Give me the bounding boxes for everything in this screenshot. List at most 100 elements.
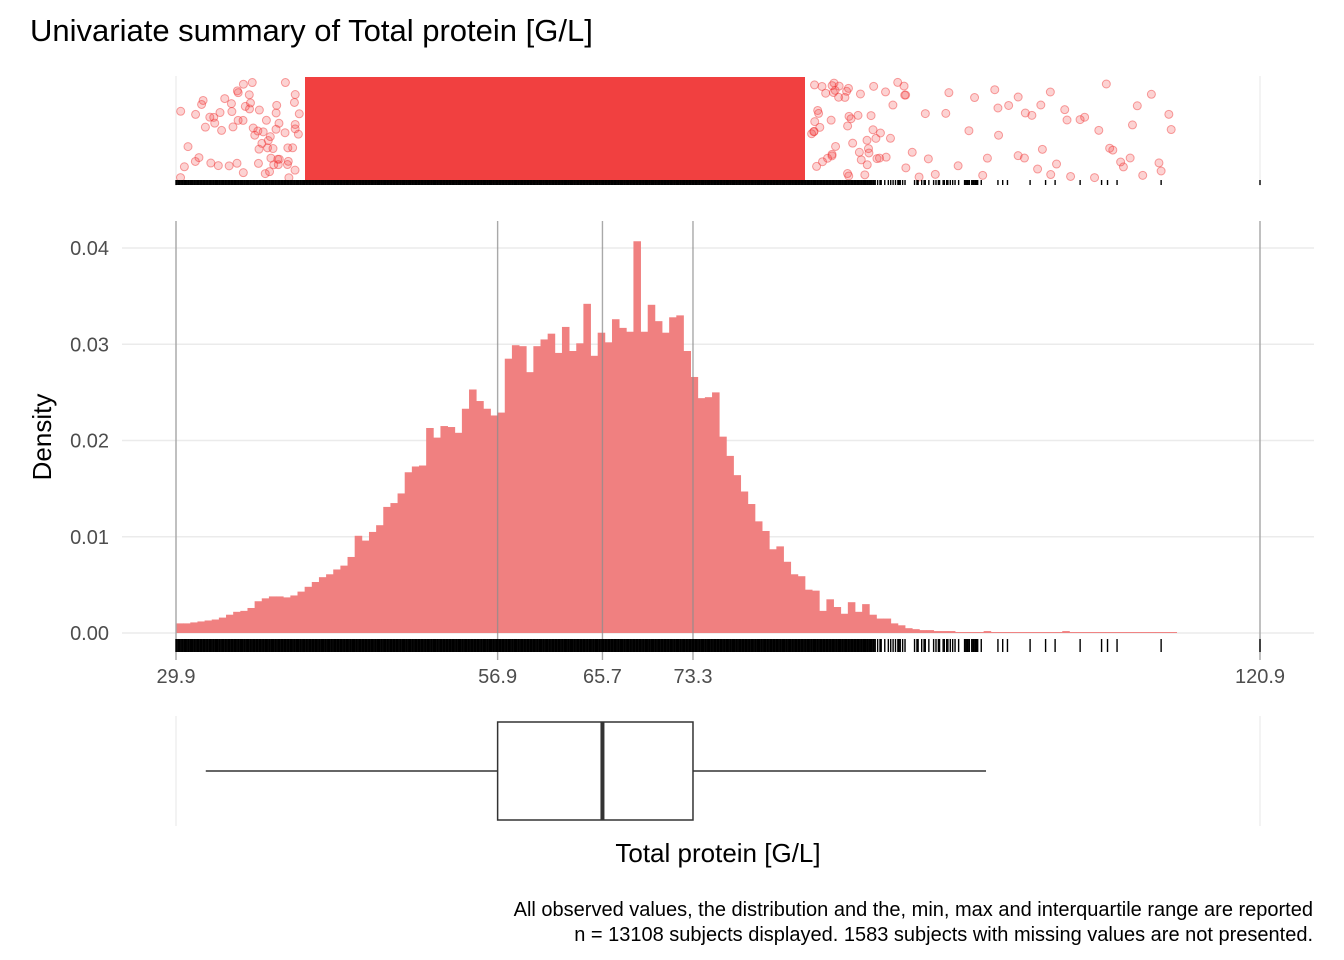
- jitter-point: [245, 104, 255, 114]
- jitter-point: [1013, 151, 1023, 161]
- histogram-bar: [204, 620, 213, 633]
- histogram-bar: [1169, 632, 1178, 633]
- jitter-point: [1062, 115, 1072, 125]
- histogram-bar: [268, 596, 277, 633]
- jitter-point: [993, 103, 1003, 113]
- histogram-bar: [354, 535, 363, 633]
- histogram-bar: [933, 631, 942, 633]
- histogram-bar: [669, 317, 677, 633]
- jitter-point: [1166, 125, 1176, 135]
- histogram-bar: [869, 614, 877, 633]
- jitter-point: [274, 154, 284, 164]
- jitter-point: [1019, 153, 1029, 163]
- histogram-bar: [990, 632, 999, 633]
- histogram-bar: [890, 623, 899, 633]
- y-tick-labels: 0.00 0.01 0.02 0.03 0.04: [70, 238, 109, 645]
- jitter-point: [1060, 105, 1070, 115]
- jitter-point: [854, 147, 864, 157]
- jitter-point: [250, 130, 260, 140]
- jitter-point: [1101, 79, 1111, 89]
- jitter-point: [263, 143, 273, 153]
- jitter-point: [254, 144, 264, 154]
- histogram-rug: [175, 639, 1261, 652]
- histogram-bar: [261, 598, 270, 633]
- histogram-panel: 0.00 0.01 0.02 0.03 0.04 29.9 56.9 65.7 73.3 120…: [27, 221, 1314, 688]
- jitter-point: [1138, 170, 1148, 180]
- histogram-bar: [833, 607, 842, 633]
- histogram-bar: [326, 574, 334, 633]
- histogram-bar: [1069, 632, 1077, 633]
- jitter-point: [197, 99, 207, 109]
- histogram-bar: [1112, 632, 1120, 633]
- histogram-bar: [1090, 632, 1099, 633]
- jitter-point: [994, 130, 1004, 140]
- histogram-bar: [947, 631, 956, 633]
- histogram-bar: [376, 525, 384, 633]
- histogram-bar: [883, 618, 892, 633]
- jitter-point: [263, 136, 273, 146]
- histogram-bar: [183, 623, 191, 633]
- y-tick-label: 0.03: [70, 334, 109, 356]
- jitter-point: [1125, 153, 1135, 163]
- jitter-point: [923, 154, 933, 164]
- jitter-point: [227, 107, 237, 117]
- histogram-bar: [1083, 632, 1092, 633]
- histogram-bar: [590, 355, 599, 633]
- jitter-point: [982, 153, 992, 163]
- histogram-bar: [318, 577, 327, 633]
- jitter-point: [183, 142, 193, 152]
- jitter-point: [215, 108, 225, 118]
- histogram-bar: [583, 303, 591, 633]
- jitter-point: [194, 153, 204, 163]
- histogram-bar: [461, 408, 470, 633]
- jitter-point: [1156, 166, 1166, 176]
- histogram-bar: [483, 408, 491, 633]
- jitter-point: [843, 169, 853, 179]
- jitter-point: [254, 105, 264, 115]
- histogram-bar: [304, 586, 313, 633]
- jitter-point: [1045, 87, 1055, 97]
- jitter-point: [827, 151, 837, 161]
- histogram-bar: [604, 342, 613, 633]
- histogram-bar: [862, 604, 870, 633]
- histogram-bar: [340, 565, 348, 633]
- histogram-bar: [447, 427, 456, 633]
- histogram-bar: [1162, 632, 1170, 633]
- histogram-bar: [726, 455, 734, 633]
- jitter-point: [1013, 92, 1023, 102]
- histogram-bar: [240, 610, 248, 633]
- jitter-point: [828, 87, 838, 97]
- histogram-bar: [926, 630, 935, 633]
- jitter-point: [198, 95, 208, 105]
- jitter-point: [869, 81, 879, 91]
- jitter-point: [226, 99, 236, 109]
- jitter-point: [834, 81, 844, 91]
- jitter-point: [978, 170, 988, 180]
- jitter-point: [228, 122, 238, 132]
- jitter-point: [1154, 158, 1164, 168]
- jitter-point: [823, 153, 833, 163]
- jitter-point: [807, 129, 817, 139]
- x-tick-label: 65.7: [583, 666, 622, 688]
- jitter-point: [860, 170, 870, 180]
- histogram-bar: [633, 241, 641, 633]
- jitter-point: [1036, 100, 1046, 110]
- histogram-bar: [762, 530, 770, 633]
- histogram-bar: [511, 345, 520, 633]
- histogram-bar: [383, 506, 391, 633]
- histogram-bar: [812, 590, 820, 633]
- jitter-point: [1027, 110, 1037, 120]
- histogram-bar: [854, 611, 863, 633]
- jitter-point: [245, 98, 255, 108]
- jitter-point: [817, 81, 827, 91]
- jitter-point: [269, 160, 279, 170]
- histogram-bar: [540, 339, 549, 633]
- jitter-point: [1108, 145, 1118, 155]
- histogram-bar: [226, 614, 234, 633]
- histogram-bar: [576, 343, 584, 633]
- histogram-bar: [1055, 632, 1063, 633]
- jitter-point: [818, 157, 828, 167]
- jitter-point: [247, 78, 257, 88]
- histogram-bar: [276, 596, 284, 633]
